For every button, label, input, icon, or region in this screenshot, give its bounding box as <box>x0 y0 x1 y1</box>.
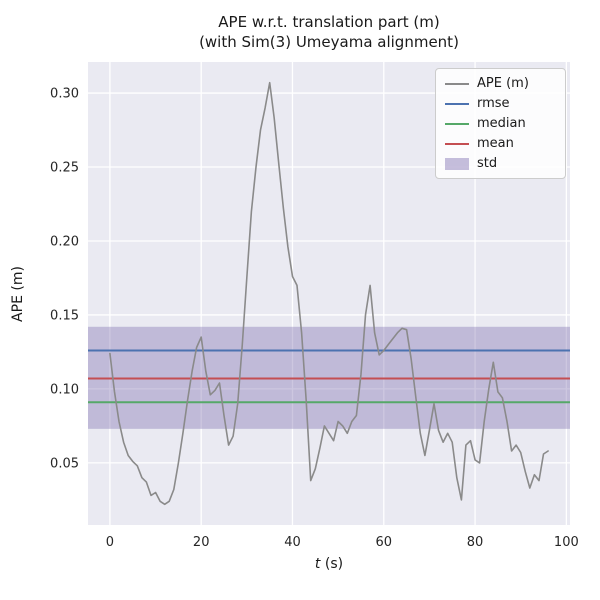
chart-title-line2: (with Sim(3) Umeyama alignment) <box>199 33 459 52</box>
y-tick-label: 0.30 <box>50 87 79 102</box>
legend: APE (m) rmse median mean std <box>435 68 566 179</box>
x-tick-label: 80 <box>467 535 484 550</box>
x-axis-label: t (s) <box>88 556 570 572</box>
mean-legend-swatch <box>445 142 469 145</box>
y-tick-label: 0.20 <box>50 234 79 249</box>
rmse-legend-swatch <box>445 102 469 105</box>
legend-label-rmse: rmse <box>477 96 510 111</box>
chart-title-line1: APE w.r.t. translation part (m) <box>218 13 440 31</box>
legend-item-std: std <box>445 156 555 171</box>
legend-label-mean: mean <box>477 136 514 151</box>
x-tick-label: 0 <box>106 535 114 550</box>
median-legend-swatch <box>445 122 469 125</box>
legend-label-median: median <box>477 116 526 131</box>
x-axis-label-var: t <box>314 556 321 572</box>
y-tick-label: 0.05 <box>50 456 79 471</box>
x-tick-label: 40 <box>284 535 301 550</box>
x-tick-label: 60 <box>375 535 392 550</box>
y-axis-label: APE (m) <box>10 266 26 322</box>
legend-item-mean: mean <box>445 136 555 151</box>
x-tick-label: 20 <box>193 535 210 550</box>
legend-item-rmse: rmse <box>445 96 555 111</box>
ape-legend-swatch <box>445 82 469 85</box>
x-axis-label-unit: (s) <box>320 556 344 572</box>
x-tick-label: 100 <box>554 535 579 550</box>
y-tick-label: 0.10 <box>50 382 79 397</box>
ape-series-line <box>109 81 549 506</box>
y-tick-label: 0.15 <box>50 308 79 323</box>
legend-label-ape: APE (m) <box>477 76 529 91</box>
legend-item-median: median <box>445 116 555 131</box>
std-legend-swatch <box>445 157 469 170</box>
chart-title: APE w.r.t. translation part (m) (with Si… <box>88 12 570 53</box>
legend-item-ape: APE (m) <box>445 76 555 91</box>
legend-label-std: std <box>477 156 498 171</box>
y-tick-label: 0.25 <box>50 161 79 176</box>
